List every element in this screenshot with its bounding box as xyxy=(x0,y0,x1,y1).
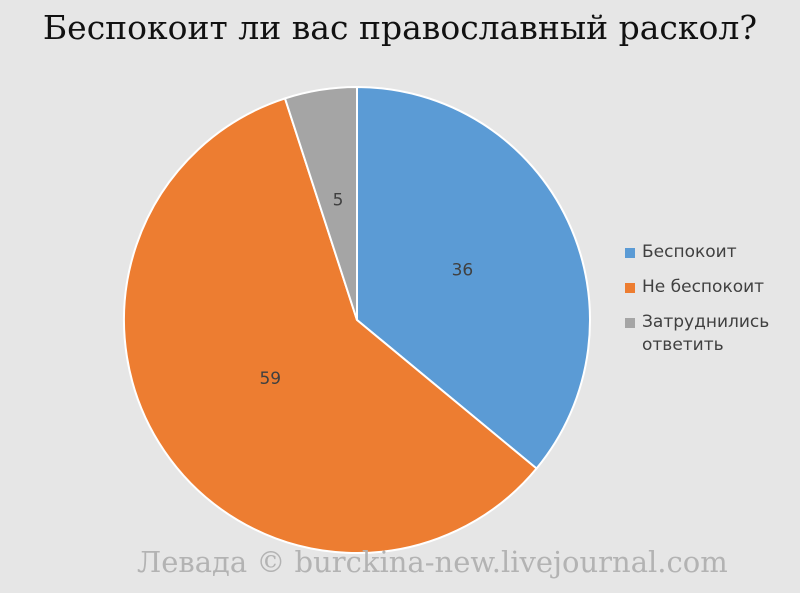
legend-label-2: Затруднились ответить xyxy=(642,312,770,355)
legend-swatch-0 xyxy=(625,248,635,258)
pie-slices xyxy=(123,85,591,554)
legend-item-0: Беспокоит xyxy=(625,241,782,264)
pie-slice-0 xyxy=(356,85,591,470)
legend-swatch-2 xyxy=(625,318,635,328)
pie-slice-2 xyxy=(283,85,358,321)
data-label-1: 59 xyxy=(259,369,281,389)
chart-title: Беспокоит ли вас православный раскол? xyxy=(42,8,758,47)
legend-item-1: Не беспокоит xyxy=(625,276,782,299)
legend-label-0: Беспокоит xyxy=(642,242,737,262)
watermark: Левада © burckina-new.livejournal.com xyxy=(137,545,728,579)
legend-label-1: Не беспокоит xyxy=(642,277,765,297)
data-label-0: 36 xyxy=(452,260,474,280)
legend-item-2: Затруднились ответить xyxy=(625,311,782,357)
data-label-2: 5 xyxy=(333,190,344,210)
legend: Беспокоит Не беспокоит Затруднились отве… xyxy=(625,241,782,369)
pie-slice-1 xyxy=(123,97,538,554)
legend-swatch-1 xyxy=(625,283,635,293)
pie-data-labels: 36 59 5 xyxy=(259,190,473,389)
